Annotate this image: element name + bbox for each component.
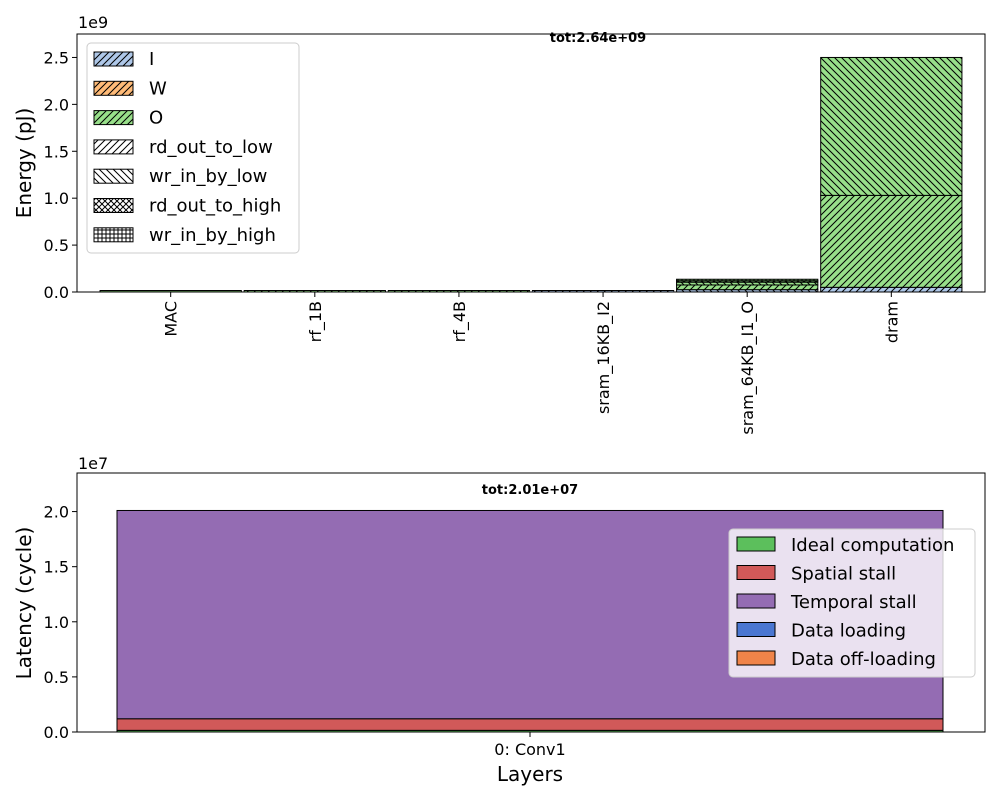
latency-legend-entry-ideal-computation: Ideal computation (736, 535, 954, 556)
energy-y-tick-label: 0.5 (44, 236, 69, 255)
legend-label: Data off-loading (791, 649, 936, 670)
energy-legend-entry-wr-in-by-high: wr_in_by_high (93, 225, 276, 246)
latency-legend-entry-data-loading: Data loading (736, 621, 906, 642)
energy-legend-entry-w: W (93, 78, 167, 99)
energy-segment-hatch (676, 280, 818, 283)
energy-segment-hatch (532, 290, 674, 292)
latency-plot-frame (76, 472, 986, 733)
energy-segment-hatch (244, 290, 386, 292)
latency-y-axis: 0.0 0.5 1.0 1.5 2.0 (44, 503, 77, 742)
energy-segment-hatch (676, 282, 818, 285)
energy-chart: 0.0 0.5 1.0 1.5 2.0 2.5 MAC rf_1B rf_4B sram_16K… (12, 13, 986, 435)
latency-bar-spatial-stall (116, 718, 944, 731)
energy-legend-box (86, 42, 300, 254)
energy-y-label: Energy (pJ) (12, 108, 36, 219)
energy-x-tick-label-mac: MAC (162, 301, 181, 337)
latency-y-tick-label: 0.0 (44, 723, 69, 742)
legend-swatch (736, 593, 776, 609)
legend-swatch (736, 536, 776, 552)
energy-legend-entry-i: I (93, 49, 154, 70)
legend-label: wr_in_by_high (149, 225, 276, 246)
energy-y-tick-label: 2.0 (44, 95, 69, 114)
legend-label: rd_out_to_low (149, 137, 273, 158)
energy-x-tick-label-sram-64kb-i1-o: sram_64KB_I1_O (738, 301, 758, 435)
energy-segment-outline (820, 56, 963, 196)
energy-x-tick-label-rf-4b: rf_4B (450, 301, 470, 342)
energy-segment-hatch (820, 195, 962, 288)
energy-segment-hatch (676, 289, 818, 292)
latency-legend-box (728, 528, 976, 678)
energy-y-tick-label: 0.0 (44, 283, 69, 302)
legend-swatch-hatch (93, 168, 134, 184)
energy-y-axis: 0.0 0.5 1.0 1.5 2.0 2.5 (44, 48, 77, 302)
latency-y-tick-label: 0.5 (44, 668, 69, 687)
energy-legend-entry-wr-in-by-low: wr_in_by_low (93, 166, 267, 187)
latency-y-tick-label: 1.0 (44, 613, 69, 632)
legend-swatch-hatch (93, 198, 134, 213)
energy-segment-hatch (388, 290, 530, 292)
legend-label: I (149, 49, 154, 70)
legend-swatch-hatch (93, 80, 134, 96)
legend-label: rd_out_to_high (149, 196, 281, 217)
energy-x-axis: MAC rf_1B rf_4B sram_16KB_I2 sram_64KB_I1_O d… (162, 292, 901, 435)
energy-segment-fill (100, 290, 242, 292)
energy-x-tick-label-dram: dram (882, 301, 901, 343)
latency-legend-entry-data-off-loading: Data off-loading (736, 649, 936, 670)
legend-swatch (736, 565, 776, 580)
latency-y-tick-label: 2.0 (44, 503, 69, 522)
latency-y-tick-label: 1.5 (44, 558, 69, 577)
legend-swatch-hatch (93, 139, 134, 155)
energy-segment-hatch (820, 57, 962, 196)
legend-label: O (149, 108, 163, 129)
energy-legend-entry-o: O (93, 108, 163, 129)
energy-segment-hatch (676, 279, 818, 281)
latency-chart: 0.0 0.5 1.0 1.5 2.0 0: Conv1 1e7 Latency (cy… (12, 454, 986, 786)
energy-segment-sram-64kb-i1-o-o-8 (676, 278, 819, 282)
energy-total-annotation: tot:2.64e+09 (550, 31, 646, 46)
energy-x-tick-label-sram-16kb-i2: sram_16KB_I2 (594, 301, 614, 414)
energy-segment-outline (676, 278, 819, 282)
energy-legend-entry-rd-out-to-high: rd_out_to_high (93, 196, 281, 217)
legend-label: Spatial stall (791, 564, 896, 585)
latency-y-label: Latency (cycle) (12, 527, 36, 680)
energy-bars (99, 56, 963, 293)
energy-segment-dram-i-9 (820, 286, 963, 293)
latency-legend: Ideal computation Spatial stall Temporal s… (728, 528, 976, 678)
legend-label: Data loading (791, 621, 906, 642)
energy-x-tick-label-rf-1b: rf_1B (306, 301, 326, 342)
energy-y-tick-label: 2.5 (44, 48, 69, 67)
legend-swatch-hatch (93, 110, 134, 126)
legend-label: W (149, 78, 167, 99)
legend-label: Ideal computation (791, 535, 954, 556)
legend-label: wr_in_by_low (149, 166, 267, 187)
latency-legend-entry-temporal-stall: Temporal stall (736, 592, 917, 613)
energy-segment-sram-64kb-i1-o-o-5 (676, 284, 819, 291)
energy-segment-hatch (820, 287, 962, 292)
legend-swatch (736, 622, 776, 637)
legend-swatch-hatch (93, 227, 134, 243)
latency-scale-label: 1e7 (78, 454, 108, 473)
latency-x-label: Layers (497, 762, 563, 786)
latency-x-axis: 0: Conv1 (494, 732, 566, 759)
legend-label: Temporal stall (790, 592, 917, 613)
energy-segment-dram-o-11 (820, 56, 963, 196)
energy-y-tick-label: 1.5 (44, 142, 69, 161)
energy-segment-hatch (676, 284, 818, 290)
energy-segment-dram-o-10 (820, 194, 963, 288)
legend-swatch-hatch (93, 51, 134, 67)
legend-swatch (736, 650, 776, 666)
energy-scale-label: 1e9 (78, 13, 108, 32)
latency-total-annotation: tot:2.01e+07 (482, 483, 578, 498)
energy-legend-entry-rd-out-to-low: rd_out_to_low (93, 137, 273, 158)
latency-x-tick-label-0-conv1: 0: Conv1 (494, 740, 565, 759)
energy-plot-frame (76, 33, 986, 293)
energy-y-tick-label: 1.0 (44, 189, 69, 208)
latency-legend-entry-spatial-stall: Spatial stall (736, 564, 896, 585)
